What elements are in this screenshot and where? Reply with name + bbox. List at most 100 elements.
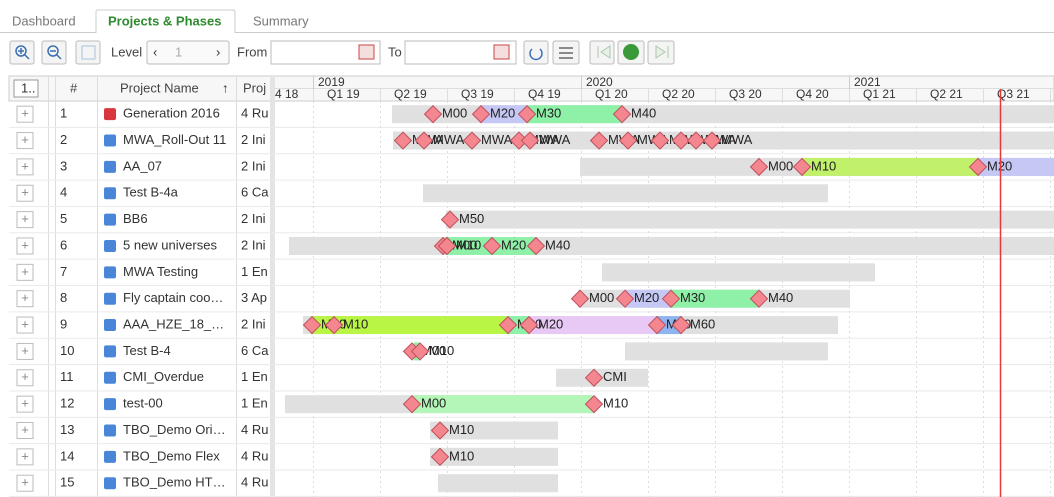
project-name[interactable]: 5 new universes	[123, 237, 217, 252]
milestone[interactable]	[437, 236, 457, 256]
expand-button[interactable]	[16, 448, 34, 466]
project-phase: 2 Ini	[241, 237, 266, 252]
zoom-in[interactable]	[9, 40, 35, 65]
sort-icon[interactable]: ↑	[222, 80, 229, 95]
milestone[interactable]	[584, 394, 604, 414]
gantt-bar	[438, 474, 558, 493]
refresh[interactable]	[523, 40, 549, 65]
quarter-label: Q2 20	[662, 87, 695, 101]
milestone[interactable]	[519, 315, 539, 335]
row-number: 14	[60, 448, 74, 463]
milestone[interactable]	[430, 447, 450, 467]
milestone[interactable]	[749, 157, 769, 177]
tab[interactable]: Dashboard	[12, 13, 76, 28]
expand-icon: +	[21, 185, 29, 200]
milestone[interactable]	[647, 315, 667, 335]
expand-button[interactable]	[16, 211, 34, 229]
gantt-bar	[656, 316, 682, 335]
milestone[interactable]	[618, 131, 638, 150]
milestone[interactable]	[661, 289, 681, 308]
expand-button[interactable]	[16, 474, 34, 492]
header-name[interactable]: Project Name	[120, 80, 199, 95]
project-name[interactable]: test-00	[123, 396, 163, 411]
level-prev[interactable]: ‹	[153, 44, 157, 59]
expand-button[interactable]	[16, 316, 34, 334]
project-name[interactable]: Test B-4	[123, 343, 171, 358]
milestone[interactable]	[482, 236, 502, 256]
project-name[interactable]: BB6	[123, 211, 148, 226]
milestone[interactable]	[650, 131, 670, 150]
expand-button[interactable]	[16, 158, 34, 176]
project-name[interactable]: MWA_Roll-Out 11	[123, 132, 226, 147]
expand-button[interactable]	[16, 184, 34, 202]
expand-button[interactable]	[16, 342, 34, 360]
milestone[interactable]	[410, 342, 430, 361]
project-name[interactable]: AAA_HZE_18_…	[123, 316, 224, 331]
project-phase: 3 Ap	[241, 290, 267, 305]
to-input[interactable]	[404, 40, 517, 65]
milestone[interactable]	[430, 421, 450, 440]
milestone[interactable]	[968, 157, 988, 177]
expand-button[interactable]	[16, 290, 34, 308]
milestone[interactable]	[324, 315, 344, 335]
project-name[interactable]: TBO_Demo Flex	[123, 448, 220, 463]
milestone[interactable]	[393, 131, 413, 150]
milestone[interactable]	[462, 131, 482, 150]
project-icon	[104, 213, 116, 226]
milestone[interactable]	[615, 289, 635, 308]
milestone[interactable]	[414, 131, 434, 150]
milestone[interactable]	[702, 131, 722, 150]
expand-icon: +	[21, 422, 29, 437]
expand[interactable]	[75, 40, 101, 65]
level-spinner[interactable]	[146, 40, 230, 65]
milestone[interactable]	[526, 236, 546, 256]
milestone-label: M30	[536, 106, 561, 121]
expand-button[interactable]	[16, 369, 34, 387]
expand-icon: +	[21, 316, 29, 331]
milestone[interactable]	[570, 289, 590, 308]
header-phase[interactable]: Proj	[243, 80, 266, 95]
expand-button[interactable]	[16, 422, 34, 439]
project-name[interactable]: Test B-4a	[123, 185, 179, 200]
milestone[interactable]	[612, 104, 632, 124]
tab-active[interactable]: Projects & Phases	[108, 13, 221, 28]
milestone[interactable]	[520, 131, 540, 150]
project-phase: 4 Ru	[241, 106, 268, 121]
milestone[interactable]	[498, 315, 518, 335]
milestone[interactable]	[440, 210, 460, 229]
header-number[interactable]: #	[70, 80, 78, 95]
milestone[interactable]	[517, 104, 537, 124]
milestone[interactable]	[749, 289, 769, 308]
project-name[interactable]: TBO_Demo HT…	[123, 475, 226, 490]
milestone[interactable]	[302, 315, 322, 335]
milestone[interactable]	[792, 157, 812, 177]
expand-button[interactable]	[16, 237, 34, 255]
expand-icon: +	[21, 343, 29, 358]
level-next[interactable]: ›	[216, 44, 220, 59]
milestone[interactable]	[671, 131, 691, 150]
project-name[interactable]: Generation 2016	[123, 106, 220, 121]
expand-button[interactable]	[16, 105, 34, 123]
project-name[interactable]: CMI_Overdue	[123, 369, 204, 384]
header-level[interactable]: 1..	[21, 80, 35, 95]
milestone[interactable]	[589, 131, 609, 150]
from-input[interactable]	[270, 40, 381, 65]
project-name[interactable]: AA_07	[123, 158, 162, 173]
quarter-label: Q3 19	[461, 87, 494, 101]
expand-button[interactable]	[16, 395, 34, 413]
milestone[interactable]	[402, 394, 422, 414]
project-name[interactable]: Fly captain coo…	[123, 290, 223, 305]
tab[interactable]: Summary	[253, 13, 309, 28]
milestone[interactable]	[471, 104, 491, 124]
expand-button[interactable]	[16, 263, 34, 281]
project-name[interactable]: MWA Testing	[123, 264, 198, 279]
zoom-out[interactable]	[41, 40, 67, 65]
project-name[interactable]: TBO_Demo Ori…	[123, 422, 226, 437]
project-phase: 1 En	[241, 264, 268, 279]
milestone[interactable]	[584, 368, 604, 387]
milestone[interactable]	[423, 104, 443, 124]
milestone[interactable]	[509, 131, 529, 150]
milestone[interactable]	[686, 131, 706, 150]
milestone[interactable]	[671, 315, 691, 335]
expand-button[interactable]	[16, 132, 34, 150]
